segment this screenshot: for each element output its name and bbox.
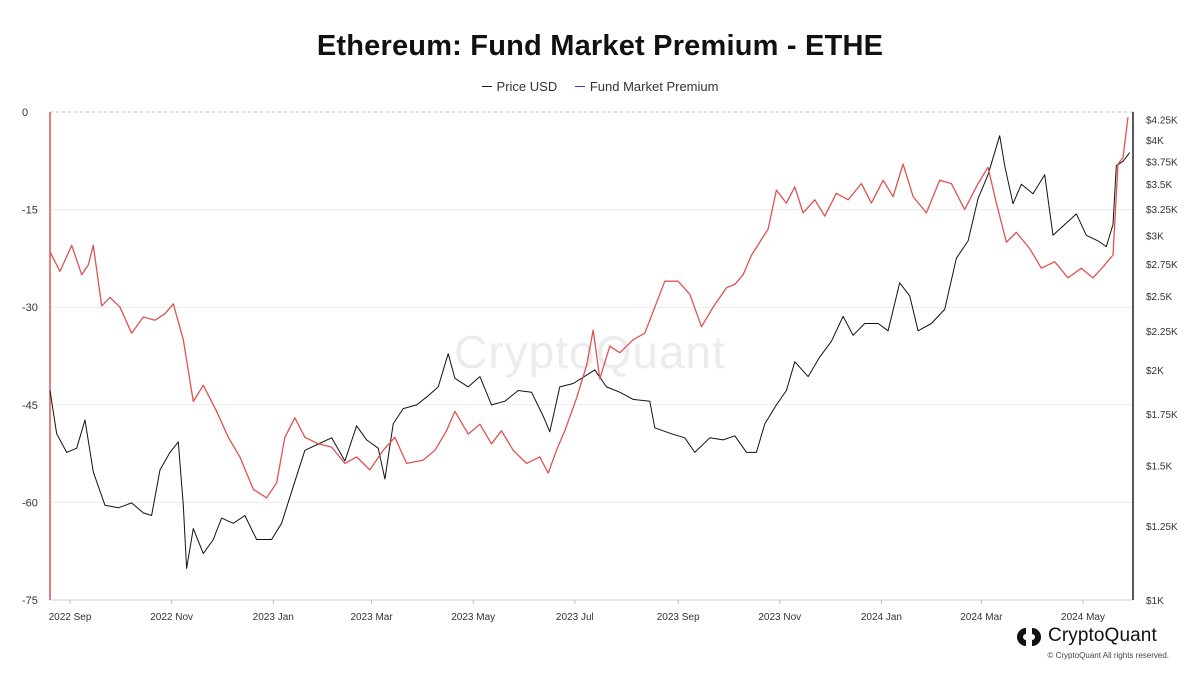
- x-tick-label-9: 2024 Mar: [960, 612, 1003, 623]
- x-tick-label-7: 2023 Nov: [758, 612, 801, 623]
- y-right-tick-label-11: $1.5K: [1146, 461, 1172, 472]
- legend-swatch-premium: [574, 86, 585, 88]
- x-tick-label-4: 2023 May: [451, 612, 495, 623]
- series-line-fund-market-premium: [49, 117, 1129, 499]
- x-tick-label-8: 2024 Jan: [861, 612, 902, 623]
- y-right-tick-label-13: $1K: [1146, 596, 1164, 607]
- chart-legend: Price USD Fund Market Premium: [0, 79, 1200, 94]
- y-right-tick-label-1: $4K: [1146, 136, 1164, 147]
- x-tick-label-6: 2023 Sep: [657, 612, 700, 623]
- y-left-tick-label-4: -60: [22, 497, 38, 509]
- legend-swatch-price: [481, 86, 492, 88]
- y-left-tick-label-5: -75: [22, 595, 38, 607]
- x-tick-label-1: 2022 Nov: [150, 612, 193, 623]
- legend-label-price: Price USD: [496, 79, 558, 94]
- brand-name: CryptoQuant: [1048, 625, 1157, 646]
- copyright-text: © CryptoQuant All rights reserved.: [1047, 651, 1170, 660]
- brand-logo: CryptoQuant: [1016, 625, 1176, 649]
- y-right-tick-label-9: $2K: [1146, 366, 1164, 377]
- x-tick-label-5: 2023 Jul: [556, 612, 594, 623]
- y-left-tick-label-3: -45: [22, 400, 38, 412]
- y-left-tick-label-0: 0: [22, 107, 28, 119]
- y-right-tick-label-12: $1.25K: [1146, 522, 1178, 533]
- cryptoquant-logo-icon: [1017, 628, 1041, 646]
- x-tick-label-3: 2023 Mar: [350, 612, 393, 623]
- legend-item-price[interactable]: Price USD: [481, 79, 558, 94]
- legend-label-premium: Fund Market Premium: [589, 79, 719, 94]
- y-right-tick-label-10: $1.75K: [1146, 410, 1178, 421]
- x-tick-label-10: 2024 May: [1061, 612, 1105, 623]
- y-right-tick-label-8: $2.25K: [1146, 327, 1178, 338]
- y-right-tick-label-6: $2.75K: [1146, 260, 1178, 271]
- y-right-tick-label-5: $3K: [1146, 231, 1164, 242]
- y-right-tick-label-2: $3.75K: [1146, 157, 1178, 168]
- y-left-tick-label-2: -30: [22, 302, 38, 314]
- y-right-tick-label-4: $3.25K: [1146, 205, 1178, 216]
- chart-title: Ethereum: Fund Market Premium - ETHE: [316, 30, 884, 62]
- y-left-tick-label-1: -15: [22, 205, 38, 217]
- y-right-tick-label-3: $3.5K: [1146, 180, 1172, 191]
- legend-item-premium[interactable]: Fund Market Premium: [574, 79, 719, 94]
- y-right-tick-label-0: $4.25K: [1146, 116, 1178, 127]
- x-tick-label-2: 2023 Jan: [253, 612, 294, 623]
- y-right-tick-label-7: $2.5K: [1146, 292, 1172, 303]
- x-tick-label-0: 2022 Sep: [49, 612, 92, 623]
- series-line-price-usd: [49, 135, 1131, 569]
